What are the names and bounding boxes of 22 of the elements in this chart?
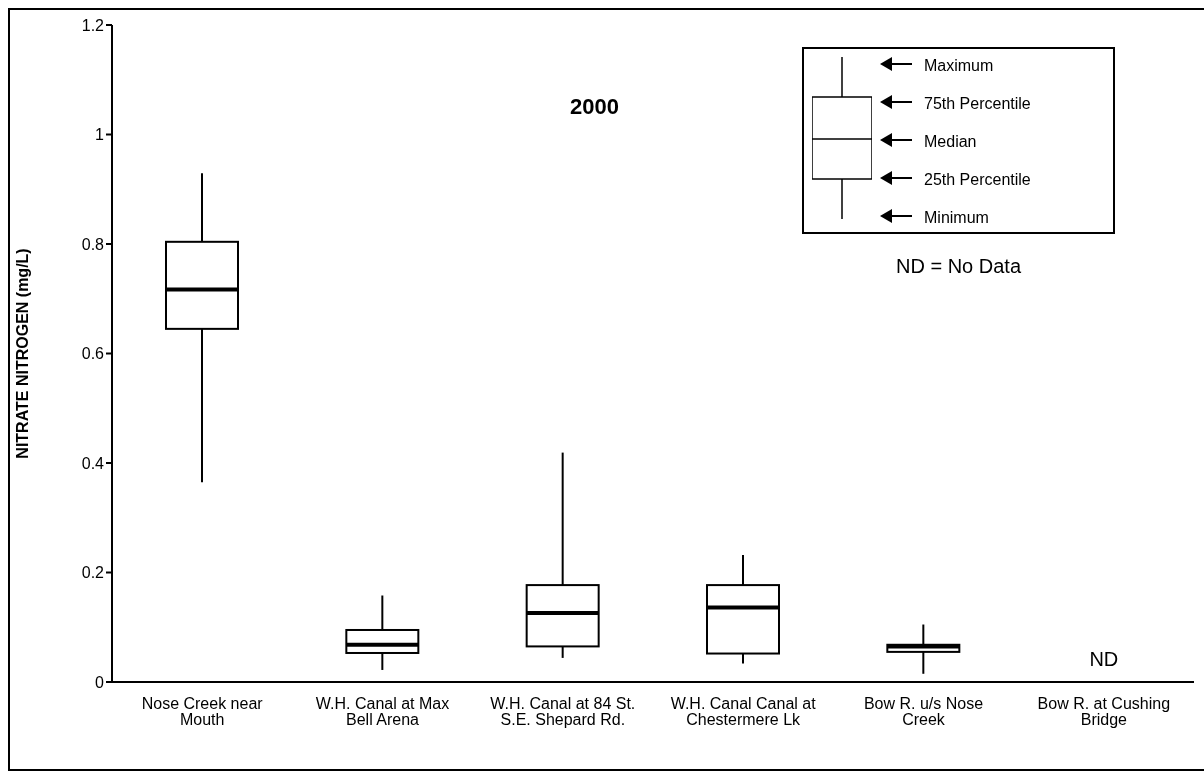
y-tick-label: 0.4 xyxy=(81,454,105,472)
x-tick-label: W.H. Canal at Max Bell Arena xyxy=(315,695,450,729)
annotation: ND xyxy=(1088,648,1120,671)
annotation: 25th Percentile xyxy=(924,171,1031,189)
x-tick-label: W.H. Canal at 84 St. S.E. Shepard Rd. xyxy=(490,695,636,729)
y-axis-title: NITRATE NITROGEN (mg/L) xyxy=(13,248,31,459)
annotation: ND = No Data xyxy=(894,255,1023,278)
x-tick-label: Bow R. at Cushing Bridge xyxy=(1037,695,1171,729)
x-tick-label: Nose Creek near Mouth xyxy=(141,695,264,729)
annotation: Maximum xyxy=(924,57,994,75)
text: 2000 xyxy=(570,94,619,120)
annotation: Median xyxy=(924,133,977,151)
y-tick-label: 1 xyxy=(95,126,105,144)
y-tick-label: 1.2 xyxy=(81,16,105,34)
y-tick-label: 0.2 xyxy=(81,564,105,582)
x-tick-label: Bow R. u/s Nose Creek xyxy=(863,695,984,729)
annotation: Minimum xyxy=(924,209,989,227)
y-tick-label: 0.6 xyxy=(81,345,105,363)
x-tick-label: W.H. Canal Canal at Chestermere Lk xyxy=(670,695,817,729)
y-tick-label: 0.8 xyxy=(81,235,105,253)
annotation: 75th Percentile xyxy=(924,95,1031,113)
y-tick-label: 0 xyxy=(95,673,105,691)
